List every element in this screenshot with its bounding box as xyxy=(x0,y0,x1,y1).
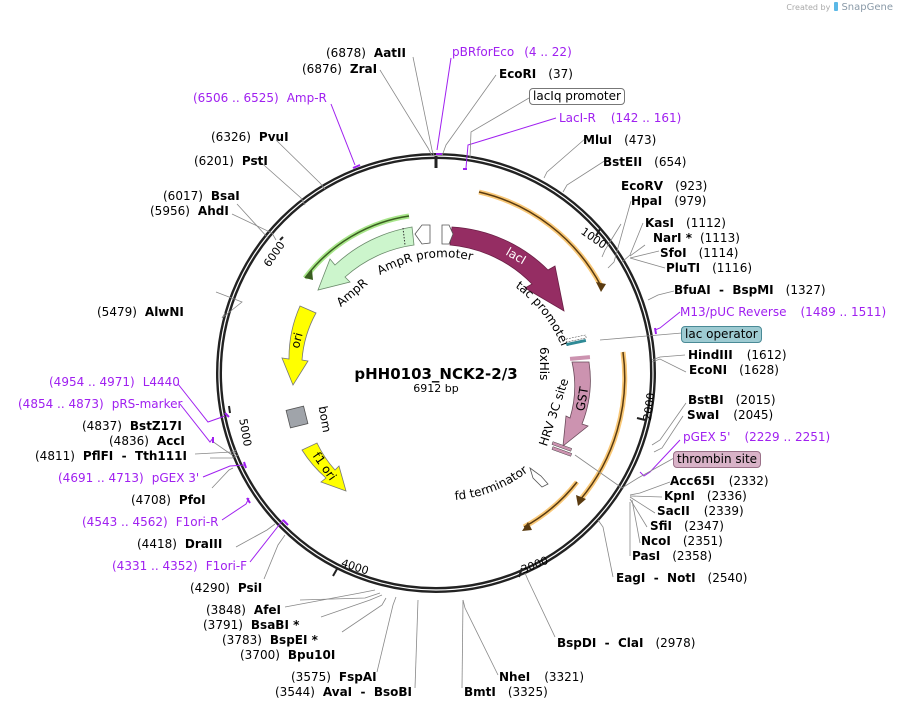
feature-GST[interactable]: GST xyxy=(562,355,591,447)
feature-label-lac-operator[interactable]: lac operator xyxy=(681,326,762,343)
tick-2000: 2000 xyxy=(641,392,658,422)
feature-bom[interactable]: bom xyxy=(285,405,334,434)
enzyme-BfuAI-BspMI[interactable]: BfuAI - BspMI (1327) xyxy=(674,283,826,297)
enzyme-BstZ17I[interactable]: (4837) BstZ17I xyxy=(82,419,182,433)
feature-lac-operator-mark[interactable] xyxy=(565,334,587,347)
credit-prefix: Created by xyxy=(786,3,831,12)
enzyme-KpnI[interactable]: KpnI (2336) xyxy=(664,489,747,503)
feature-ori[interactable]: ori xyxy=(281,305,317,386)
enzyme-Acc65I[interactable]: Acc65I (2332) xyxy=(670,474,769,488)
enzyme-AfeI[interactable]: (3848) AfeI xyxy=(206,603,282,617)
primer-Amp-R[interactable]: (6506 .. 6525) Amp-R xyxy=(193,91,327,105)
enzyme-EcoNI[interactable]: EcoNI (1628) xyxy=(689,363,779,377)
enzyme-AccI[interactable]: (4836) AccI xyxy=(109,434,185,448)
enzyme-HindIII[interactable]: HindIII (1612) xyxy=(688,348,787,362)
tick-5000: 5000 xyxy=(236,418,254,448)
enzyme-ZraI[interactable]: (6876) ZraI xyxy=(302,62,378,76)
enzyme-HpaI[interactable]: HpaI (979) xyxy=(631,194,707,208)
tick-marks xyxy=(228,228,646,578)
enzyme-PsiI[interactable]: (4290) PsiI xyxy=(190,581,263,595)
enzyme-NarI[interactable]: NarI * (1113) xyxy=(653,231,740,245)
enzyme-PvuI[interactable]: (6326) PvuI xyxy=(211,130,289,144)
enzyme-BmtI[interactable]: BmtI (3325) xyxy=(464,685,548,699)
primer-M13-pUC-Reverse[interactable]: M13/pUC Reverse (1489 .. 1511) xyxy=(680,305,887,319)
primer-pGEX-3[interactable]: (4691 .. 4713) pGEX 3' xyxy=(58,471,200,485)
snapgene-credit[interactable]: Created by SnapGene xyxy=(786,2,893,13)
credit-brand: SnapGene xyxy=(841,2,893,13)
enzyme-FspAI[interactable]: (3575) FspAI xyxy=(291,670,377,684)
enzyme-NheI[interactable]: NheI (3321) xyxy=(499,670,585,684)
snapgene-logo-icon xyxy=(833,2,838,11)
svg-text:fd terminator: fd terminator xyxy=(454,463,530,503)
enzyme-SfiI[interactable]: SfiI (2347) xyxy=(650,519,724,533)
svg-text:ori: ori xyxy=(288,331,306,350)
enzyme-AhdI[interactable]: (5956) AhdI xyxy=(150,204,229,218)
primer-F1ori-F[interactable]: (4331 .. 4352) F1ori-F xyxy=(112,559,248,573)
feature-f1-ori[interactable]: f1 ori xyxy=(301,442,347,492)
enzyme-SwaI[interactable]: SwaI (2045) xyxy=(687,408,774,422)
primer-pBRforEco[interactable]: pBRforEco (4 .. 22) xyxy=(452,45,572,59)
enzyme-PasI[interactable]: PasI (2358) xyxy=(632,549,713,563)
primer-pGEX-5[interactable]: pGEX 5' (2229 .. 2251) xyxy=(683,430,831,444)
enzyme-DraIII[interactable]: (4418) DraIII xyxy=(137,537,223,551)
enzyme-SfoI[interactable]: SfoI (1114) xyxy=(660,246,739,260)
svg-text:bom: bom xyxy=(316,405,334,434)
enzyme-AatII[interactable]: (6878) AatII xyxy=(326,46,406,60)
svg-text:GST: GST xyxy=(573,385,591,412)
enzyme-BspEI[interactable]: (3783) BspEI * xyxy=(222,633,318,647)
tick-3000: 3000 xyxy=(519,554,550,577)
orf-arcs xyxy=(303,189,628,531)
enzyme-AvaI-BsoBI[interactable]: (3544) AvaI - BsoBI xyxy=(275,685,412,699)
feature-lacI[interactable]: lacI xyxy=(449,226,565,312)
enzyme-BstEII[interactable]: BstEII (654) xyxy=(603,155,687,169)
backbone-ring xyxy=(216,153,656,593)
enzyme-EcoRV[interactable]: EcoRV (923) xyxy=(621,179,708,193)
plasmid-length: 6912 bp xyxy=(413,382,459,395)
enzyme-EcoRI[interactable]: EcoRI (37) xyxy=(499,67,573,81)
primer-leader-lines xyxy=(177,57,681,563)
feature-box-leaders xyxy=(469,97,683,489)
enzyme-leader-lines xyxy=(194,56,687,689)
enzyme-PfoI[interactable]: (4708) PfoI xyxy=(131,493,206,507)
enzyme-KasI[interactable]: KasI (1112) xyxy=(645,216,726,230)
primer-F1ori-R[interactable]: (4543 .. 4562) F1ori-R xyxy=(82,515,219,529)
enzyme-Bpu10I[interactable]: (3700) Bpu10I xyxy=(240,648,336,662)
feature-lacIq-promoter-arrow[interactable] xyxy=(441,224,454,245)
plasmid-name: pHH0103_NCK2-2/3 xyxy=(354,365,518,383)
feature-label-lacIq-promoter[interactable]: lacIq promoter xyxy=(529,88,625,105)
enzyme-PflFI-Tth111I[interactable]: (4811) PflFI - Tth111I xyxy=(35,449,187,463)
enzyme-SacII[interactable]: SacII (2339) xyxy=(657,504,744,518)
enzyme-PluTI[interactable]: PluTI (1116) xyxy=(666,261,753,275)
enzyme-BsaI[interactable]: (6017) BsaI xyxy=(163,189,240,203)
enzyme-PstI[interactable]: (6201) PstI xyxy=(194,154,268,168)
feature-6xHis[interactable]: 6xHis xyxy=(537,347,551,380)
enzyme-BsaBI[interactable]: (3791) BsaBI * xyxy=(203,618,300,632)
primer-LacI-R[interactable]: LacI-R (142 .. 161) xyxy=(559,111,682,125)
tick-1000: 1000 xyxy=(578,225,608,252)
primer-pRS-marker[interactable]: (4854 .. 4873) pRS-marker xyxy=(18,397,183,411)
enzyme-BstBI[interactable]: BstBI (2015) xyxy=(688,393,776,407)
primer-L4440[interactable]: (4954 .. 4971) L4440 xyxy=(49,375,180,389)
enzyme-BspDI-ClaI[interactable]: BspDI - ClaI (2978) xyxy=(557,636,696,650)
feature-label-thrombin-site[interactable]: thrombin site xyxy=(673,451,762,468)
enzyme-AlwNI[interactable]: (5479) AlwNI xyxy=(97,305,184,319)
enzyme-NcoI[interactable]: NcoI (2351) xyxy=(641,534,723,548)
feature-fd-terminator[interactable]: fd terminator xyxy=(454,463,549,503)
enzyme-EagI-NotI[interactable]: EagI - NotI (2540) xyxy=(616,571,748,585)
enzyme-MluI[interactable]: MluI (473) xyxy=(583,133,657,147)
